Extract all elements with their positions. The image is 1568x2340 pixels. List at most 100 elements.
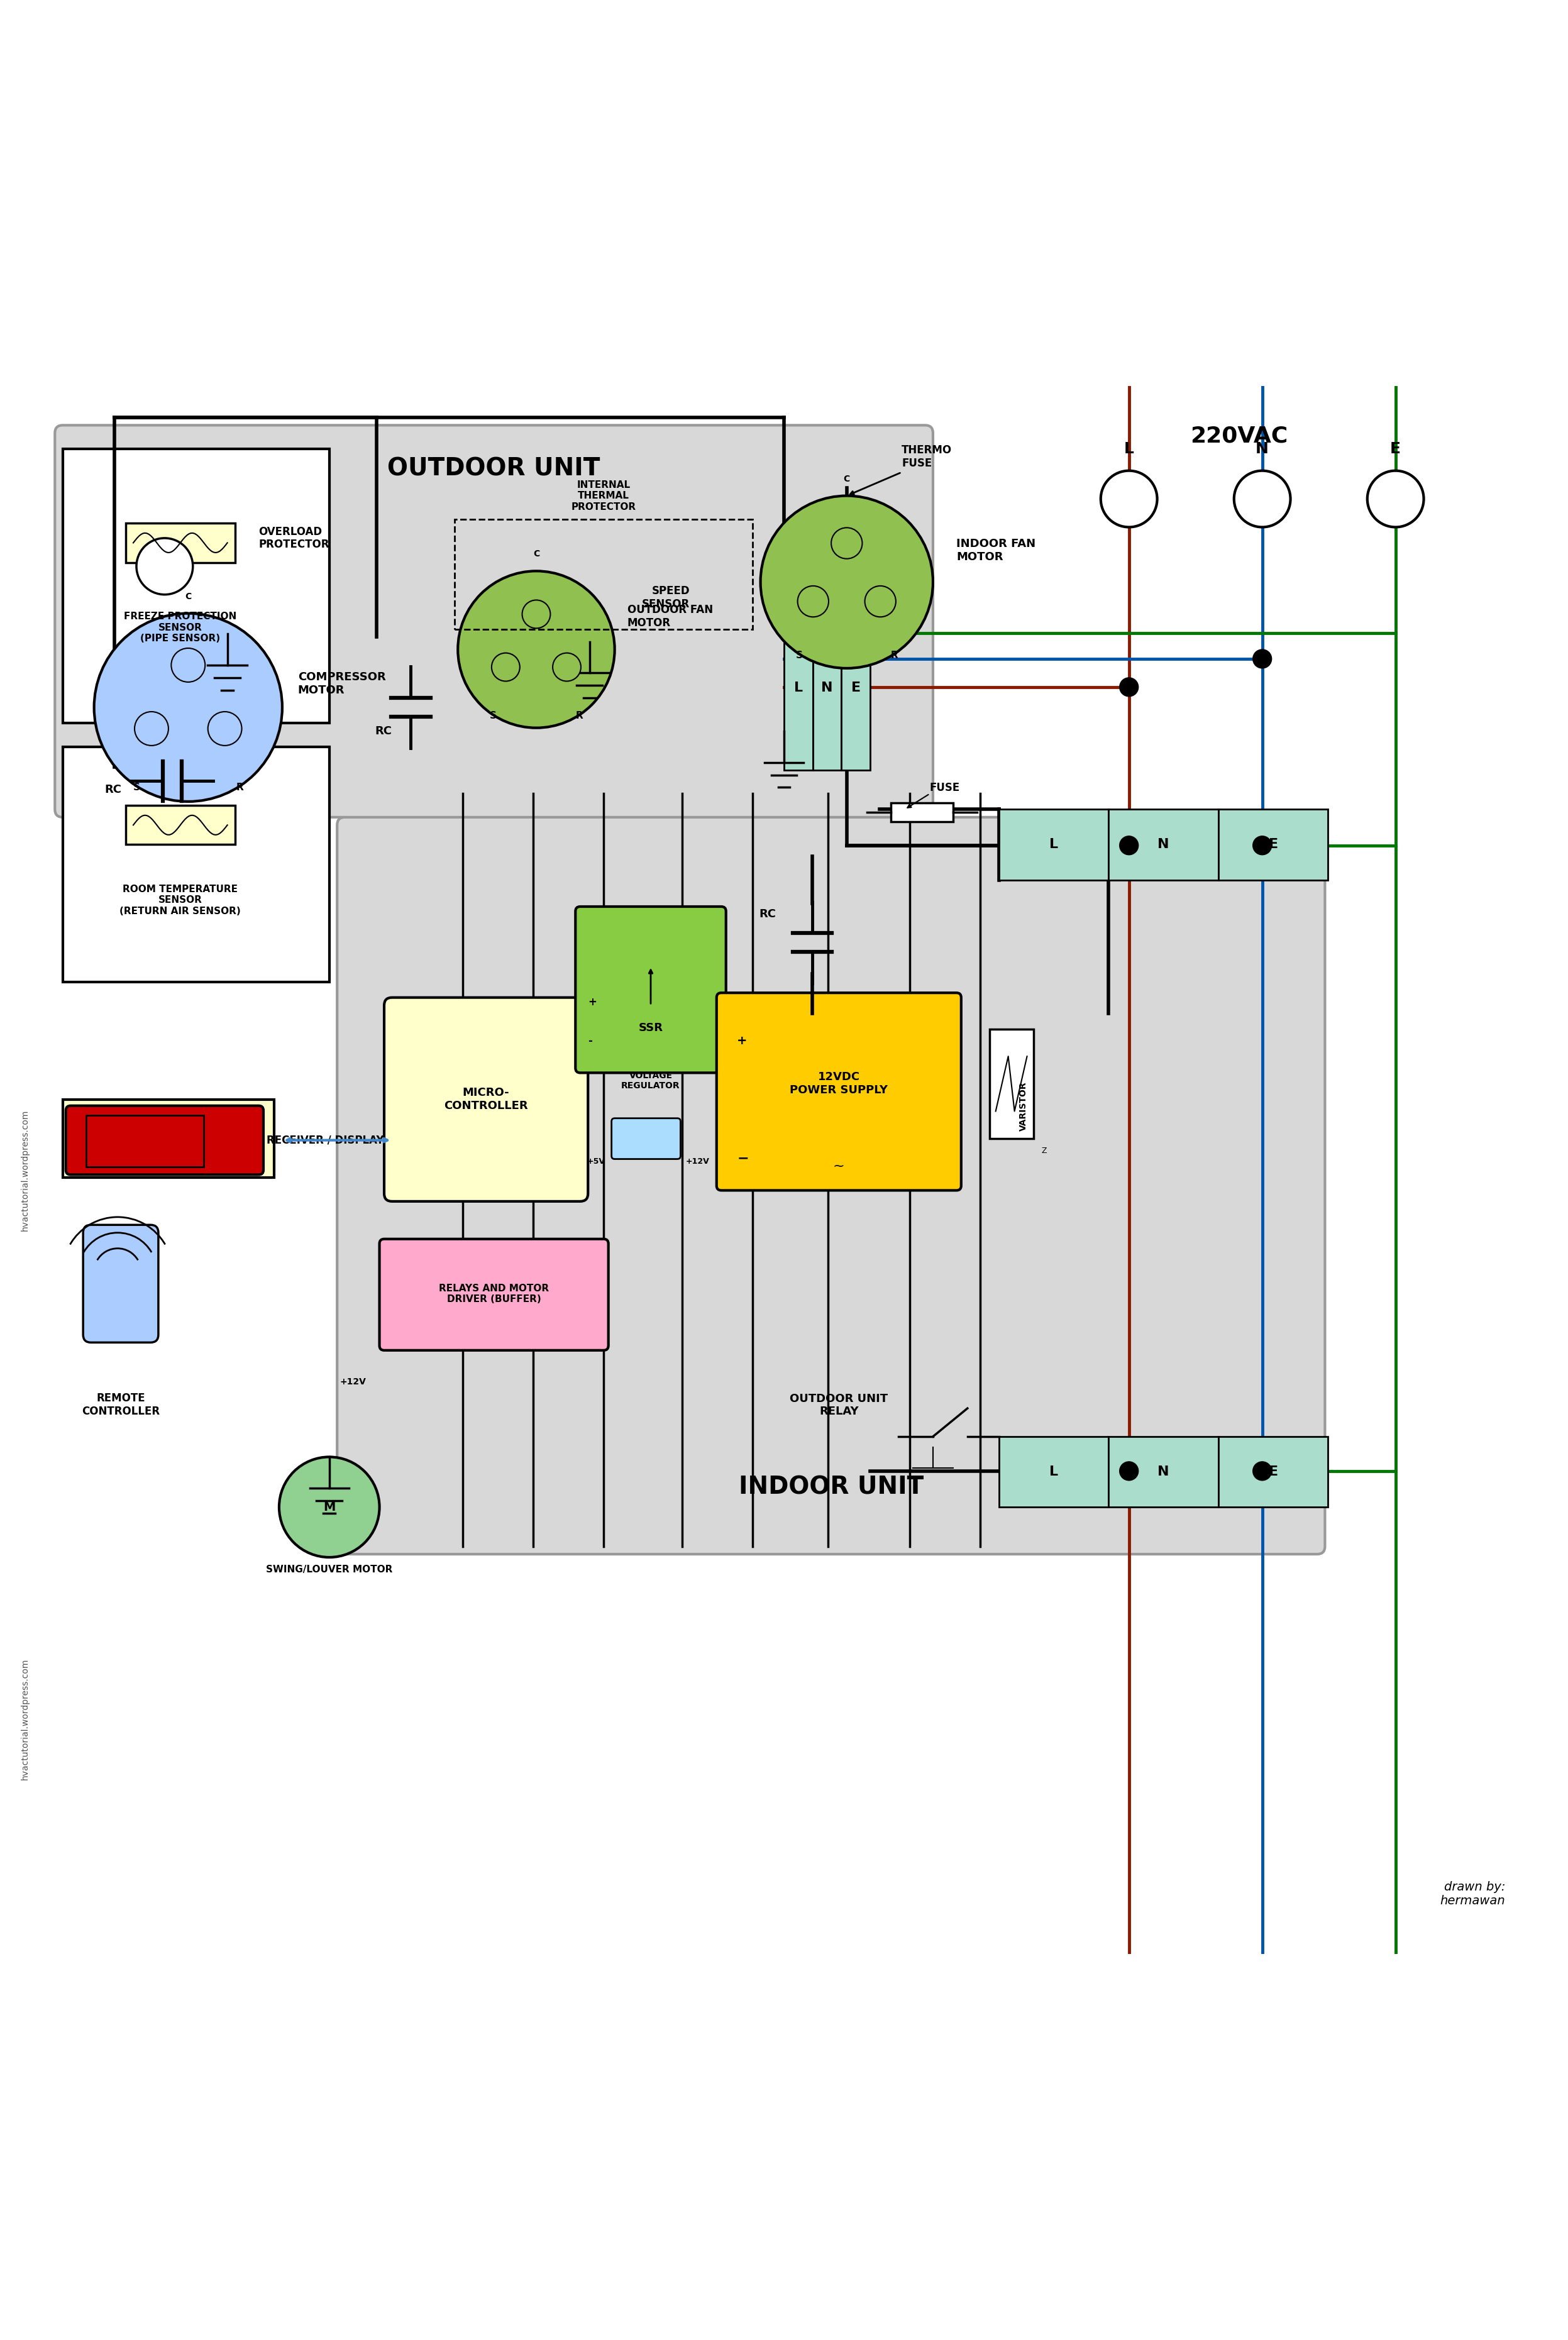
- Circle shape: [1253, 651, 1272, 669]
- Circle shape: [135, 711, 168, 746]
- Text: S: S: [797, 651, 803, 660]
- Text: +12V: +12V: [685, 1158, 710, 1165]
- Text: N: N: [1256, 442, 1269, 456]
- Text: THERMO
FUSE: THERMO FUSE: [902, 445, 952, 468]
- Text: R: R: [237, 782, 243, 793]
- Bar: [784, 606, 812, 770]
- Text: R: R: [891, 651, 898, 660]
- Circle shape: [1234, 470, 1290, 526]
- Text: E: E: [851, 681, 861, 695]
- Text: REMOTE
CONTROLLER: REMOTE CONTROLLER: [82, 1392, 160, 1418]
- Text: drawn by:
hermawan: drawn by: hermawan: [1439, 1881, 1505, 1907]
- Text: M: M: [323, 1502, 336, 1514]
- Circle shape: [522, 599, 550, 627]
- Bar: [989, 1030, 1033, 1140]
- Text: −: −: [737, 1151, 748, 1165]
- Text: +5V: +5V: [586, 1158, 605, 1165]
- Text: L: L: [1124, 442, 1134, 456]
- Bar: [812, 606, 842, 770]
- Bar: [455, 519, 753, 629]
- Text: SSR: SSR: [638, 1023, 663, 1034]
- Circle shape: [1253, 1462, 1272, 1481]
- Bar: [1109, 1437, 1218, 1507]
- Text: 220VAC: 220VAC: [1190, 426, 1287, 447]
- Text: RELAYS AND MOTOR
DRIVER (BUFFER): RELAYS AND MOTOR DRIVER (BUFFER): [439, 1285, 549, 1303]
- Text: N: N: [822, 681, 833, 695]
- Text: N: N: [1157, 1465, 1170, 1479]
- Circle shape: [552, 653, 580, 681]
- Text: INTERNAL
THERMAL
PROTECTOR: INTERNAL THERMAL PROTECTOR: [571, 480, 637, 512]
- Bar: [1109, 810, 1218, 880]
- Text: 12VDC
POWER SUPPLY: 12VDC POWER SUPPLY: [790, 1072, 887, 1095]
- Bar: [1218, 1437, 1328, 1507]
- Text: RC: RC: [105, 784, 121, 796]
- Circle shape: [171, 648, 205, 681]
- Text: INDOOR FAN
MOTOR: INDOOR FAN MOTOR: [956, 538, 1036, 564]
- Text: FUSE: FUSE: [930, 782, 960, 793]
- Text: E: E: [1391, 442, 1400, 456]
- Text: COMPRESSOR
MOTOR: COMPRESSOR MOTOR: [298, 672, 386, 695]
- Text: ROOM TEMPERATURE
SENSOR
(RETURN AIR SENSOR): ROOM TEMPERATURE SENSOR (RETURN AIR SENS…: [119, 885, 241, 915]
- Bar: [891, 803, 953, 821]
- Text: C: C: [185, 592, 191, 601]
- Circle shape: [492, 653, 521, 681]
- Text: hvactutorial.wordpress.com: hvactutorial.wordpress.com: [20, 1109, 30, 1231]
- Bar: [63, 1100, 274, 1177]
- Circle shape: [760, 496, 933, 669]
- Bar: [1218, 810, 1328, 880]
- Text: RC: RC: [375, 725, 392, 737]
- Text: Z: Z: [1041, 1147, 1046, 1154]
- Bar: [125, 524, 235, 562]
- FancyBboxPatch shape: [83, 1224, 158, 1343]
- Text: N: N: [1157, 838, 1170, 852]
- Text: S: S: [489, 711, 497, 721]
- Bar: [63, 449, 329, 723]
- Circle shape: [831, 529, 862, 559]
- Text: E: E: [1269, 838, 1278, 852]
- FancyBboxPatch shape: [55, 426, 933, 817]
- Text: OUTDOOR UNIT: OUTDOOR UNIT: [387, 456, 601, 480]
- Text: E: E: [1269, 1465, 1278, 1479]
- Text: OVERLOAD
PROTECTOR: OVERLOAD PROTECTOR: [259, 526, 329, 550]
- Circle shape: [458, 571, 615, 728]
- Text: R: R: [575, 711, 583, 721]
- FancyBboxPatch shape: [575, 906, 726, 1072]
- FancyBboxPatch shape: [717, 992, 961, 1191]
- Circle shape: [798, 585, 828, 618]
- Bar: [63, 746, 329, 983]
- Circle shape: [94, 613, 282, 803]
- Circle shape: [1367, 470, 1424, 526]
- Text: MICRO-
CONTROLLER: MICRO- CONTROLLER: [444, 1088, 528, 1111]
- Bar: [999, 810, 1109, 880]
- Text: VARISTOR: VARISTOR: [1019, 1081, 1029, 1130]
- Text: RECEIVER / DISPLAY: RECEIVER / DISPLAY: [267, 1135, 384, 1147]
- Text: C: C: [533, 550, 539, 559]
- Text: L: L: [793, 681, 803, 695]
- FancyBboxPatch shape: [66, 1107, 263, 1175]
- Text: +: +: [737, 1034, 748, 1046]
- FancyBboxPatch shape: [384, 997, 588, 1200]
- Text: S: S: [133, 782, 140, 793]
- Text: INDOOR UNIT: INDOOR UNIT: [739, 1477, 924, 1500]
- FancyBboxPatch shape: [337, 817, 1325, 1554]
- Text: VOLTAGE
REGULATOR: VOLTAGE REGULATOR: [621, 1072, 681, 1090]
- Text: OUTDOOR FAN
MOTOR: OUTDOOR FAN MOTOR: [627, 604, 713, 629]
- Circle shape: [1120, 679, 1138, 697]
- Text: -: -: [588, 1037, 593, 1046]
- Text: RC: RC: [759, 908, 776, 920]
- Bar: [86, 1116, 204, 1168]
- Bar: [842, 606, 870, 770]
- Circle shape: [209, 711, 241, 746]
- Circle shape: [1253, 835, 1272, 854]
- Text: ~: ~: [833, 1161, 845, 1172]
- Circle shape: [866, 585, 895, 618]
- Text: L: L: [1049, 1465, 1058, 1479]
- Text: FREEZE PROTECTION
SENSOR
(PIPE SENSOR): FREEZE PROTECTION SENSOR (PIPE SENSOR): [124, 611, 237, 644]
- Text: SWING/LOUVER MOTOR: SWING/LOUVER MOTOR: [267, 1565, 392, 1575]
- Text: SPEED
SENSOR: SPEED SENSOR: [641, 585, 690, 611]
- Circle shape: [1101, 470, 1157, 526]
- Circle shape: [136, 538, 193, 594]
- Text: +: +: [588, 997, 597, 1009]
- Text: hvactutorial.wordpress.com: hvactutorial.wordpress.com: [20, 1659, 30, 1781]
- FancyBboxPatch shape: [612, 1119, 681, 1158]
